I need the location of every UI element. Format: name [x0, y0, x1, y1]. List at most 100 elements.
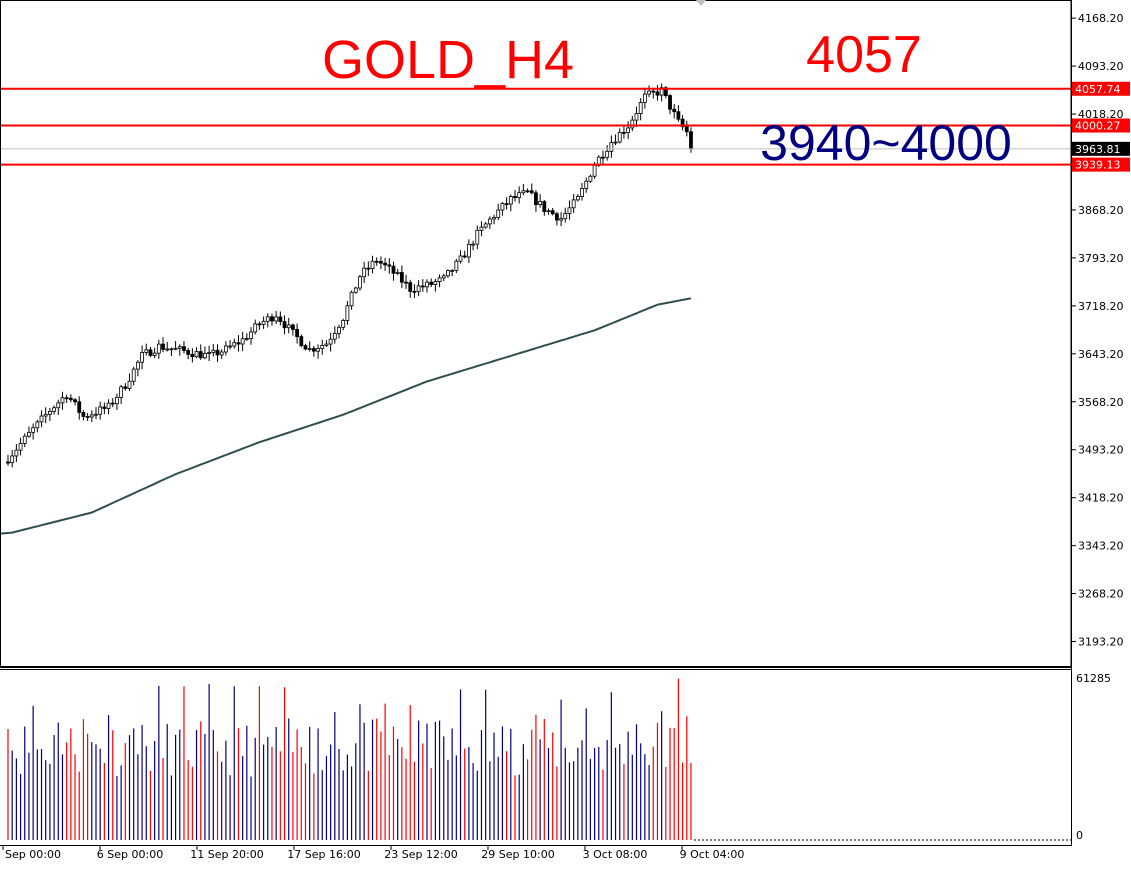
candle-body [31, 427, 36, 433]
candle-body [554, 213, 559, 221]
candle-body [647, 90, 651, 95]
candle-body [626, 127, 631, 134]
candle-body [135, 361, 140, 370]
candle-body [324, 343, 329, 346]
candle-body [14, 449, 19, 457]
candle-body [198, 351, 203, 359]
candle-body [316, 348, 320, 352]
candle-body [119, 386, 124, 398]
candle-body [152, 352, 157, 356]
candle-body [487, 218, 492, 225]
candle-body [123, 386, 128, 389]
candle-body [609, 142, 614, 152]
candle-body [546, 210, 551, 213]
candle-body [580, 188, 584, 197]
candle-body [617, 132, 622, 143]
candle-body [466, 243, 471, 258]
x-tick-label: 6 Sep 00:00 [97, 848, 163, 861]
candle-body [320, 344, 325, 349]
candle-body [18, 443, 23, 451]
candle-body [148, 349, 153, 356]
y-tick-label: 3568.20 [1078, 396, 1124, 409]
candle-body [655, 91, 660, 96]
level-price-tag [1072, 118, 1130, 133]
candle-body [500, 203, 505, 211]
candle-body [366, 267, 371, 270]
candle-body [567, 207, 572, 214]
candle-body [383, 262, 388, 266]
candle-body [270, 316, 274, 322]
candle-body [634, 113, 639, 121]
candle-body [559, 218, 563, 221]
candle-body [182, 346, 186, 351]
candle-body [672, 108, 677, 113]
candle-body [651, 90, 656, 93]
x-tick-label: 3 Oct 08:00 [583, 848, 648, 861]
y-tick-label: 3193.20 [1078, 636, 1124, 649]
candle-body [668, 95, 672, 110]
candle-body [56, 402, 61, 409]
x-tick-label: 29 Sep 10:00 [481, 848, 554, 861]
candle-body [311, 348, 316, 352]
candle-body [425, 281, 429, 288]
price-pane[interactable] [0, 83, 1071, 535]
candle-body [127, 380, 132, 389]
candle-body [659, 87, 664, 96]
candle-body [89, 414, 94, 418]
candle-body [341, 320, 346, 328]
candle-body [257, 323, 262, 326]
candle-body [177, 346, 182, 349]
candle-body [169, 348, 174, 351]
candle-body [391, 265, 396, 274]
candle-body [64, 397, 69, 400]
candle-body [337, 326, 341, 334]
candle-body [504, 203, 509, 205]
candle-body [228, 345, 232, 348]
candle-body [307, 348, 312, 350]
x-tick-label: Sep 00:00 [5, 848, 61, 861]
shift-marker-icon [696, 0, 706, 6]
candle-body [471, 243, 475, 246]
x-tick-label: 23 Sep 12:00 [384, 848, 457, 861]
candle-body [542, 201, 547, 212]
candle-body [115, 396, 119, 405]
volume-zero-label: 0 [1076, 829, 1083, 842]
volume-pane[interactable] [7, 678, 1071, 841]
candle-body [680, 118, 685, 128]
candle-body [144, 349, 149, 353]
candle-body [416, 285, 421, 292]
candle-body [517, 192, 522, 199]
current-price-tag [1072, 141, 1130, 156]
candle-body [642, 93, 647, 103]
candle-body [249, 331, 253, 339]
candle-body [110, 402, 115, 405]
candle-body [684, 126, 689, 133]
candle-body [387, 264, 392, 267]
candle-body [106, 402, 111, 409]
candle-body [68, 397, 73, 401]
candle-body [379, 260, 383, 264]
candle-body [253, 323, 258, 333]
candle-body [399, 272, 404, 283]
candle-body [446, 270, 450, 277]
range-annotation: 3940~4000 [760, 115, 1012, 171]
candle-body [429, 281, 434, 285]
candle-body [173, 347, 178, 350]
candle-body [492, 217, 496, 220]
y-tick-label: 3343.20 [1078, 540, 1124, 553]
symbol-annotation: GOLD_H4 [322, 30, 574, 90]
candle-body [433, 281, 438, 285]
candle-body [22, 435, 27, 444]
candle-body [584, 180, 589, 189]
candle-body [190, 353, 195, 358]
y-tick-label: 3268.20 [1078, 588, 1124, 601]
candle-body [286, 324, 291, 329]
x-tick-label: 11 Sep 20:00 [190, 848, 263, 861]
candle-body [328, 338, 333, 345]
y-tick-label: 3493.20 [1078, 444, 1124, 457]
candle-body [592, 164, 597, 177]
candle-body [265, 316, 270, 322]
candle-body [605, 150, 610, 158]
